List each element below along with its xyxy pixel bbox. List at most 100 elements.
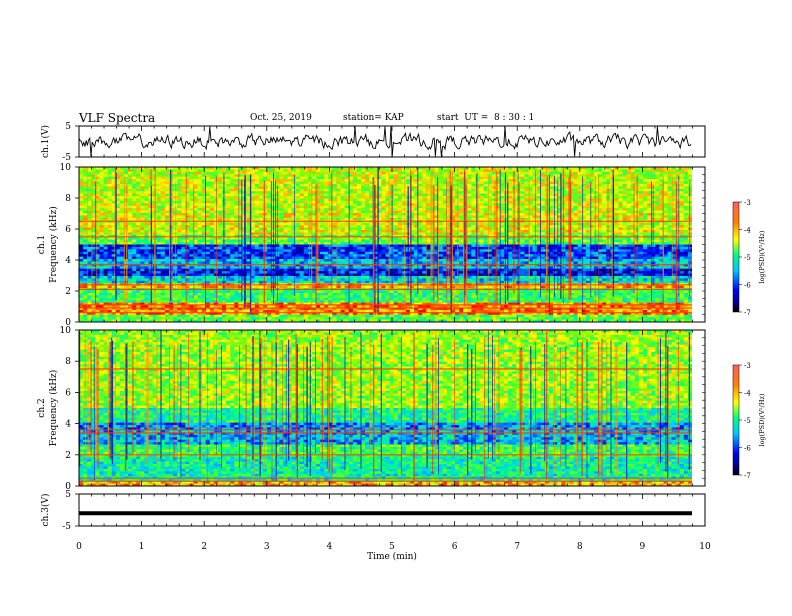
spectrogram-cell bbox=[532, 242, 538, 245]
spectrogram-cell bbox=[577, 186, 583, 190]
spectrogram-cell bbox=[528, 225, 534, 228]
spectrogram-cell bbox=[107, 246, 113, 250]
spectrogram-cell bbox=[638, 242, 644, 245]
spectrogram-cell bbox=[671, 244, 677, 248]
spectrogram-cell bbox=[630, 234, 636, 238]
spectrogram-cell bbox=[683, 186, 689, 190]
spectrogram-cell bbox=[262, 179, 268, 182]
spectrogram-cell bbox=[532, 179, 538, 182]
spectrogram-cell bbox=[360, 234, 366, 238]
spectrogram-cell bbox=[213, 171, 219, 175]
spectrogram-cell bbox=[606, 183, 611, 187]
spectrogram-cell bbox=[156, 246, 162, 250]
spectrogram-cell bbox=[593, 244, 599, 248]
spectrogram-cell bbox=[242, 167, 247, 170]
spectrogram-cell bbox=[160, 222, 166, 226]
spectrogram-cell bbox=[446, 244, 452, 248]
spectrogram-cell bbox=[250, 191, 256, 194]
spectrogram-cell bbox=[348, 174, 354, 177]
spectrogram-cell bbox=[446, 232, 452, 236]
spectrogram-cell bbox=[238, 239, 243, 243]
spectrogram-cell bbox=[528, 210, 534, 214]
spectrogram-cell bbox=[671, 239, 677, 243]
spectrogram-cell bbox=[655, 213, 660, 216]
spectrogram-cell bbox=[659, 171, 664, 175]
spectrogram-cell bbox=[119, 234, 125, 238]
spectrogram-cell bbox=[589, 188, 595, 192]
spectrogram-cell bbox=[181, 171, 186, 175]
spectrogram-cell bbox=[356, 213, 362, 216]
spectrogram-cell bbox=[205, 196, 211, 199]
spectrogram-cell bbox=[316, 171, 321, 175]
spectrogram-cell bbox=[471, 210, 476, 214]
spectrogram-cell bbox=[132, 181, 137, 185]
spectrogram-cell bbox=[201, 244, 207, 248]
spectrogram-cell bbox=[557, 203, 562, 207]
spectrogram-cell bbox=[438, 229, 444, 233]
spectrogram-cell bbox=[410, 208, 415, 211]
spectrogram-cell bbox=[311, 227, 317, 231]
spectrogram-cell bbox=[573, 234, 578, 238]
spectrogram-cell bbox=[495, 229, 501, 233]
spectrogram-cell bbox=[418, 213, 423, 216]
spectrogram-cell bbox=[197, 176, 202, 180]
spectrogram-cell bbox=[365, 171, 370, 175]
spectrogram-cell bbox=[446, 200, 452, 204]
spectrogram-cell bbox=[230, 232, 235, 236]
spectrogram-cell bbox=[197, 179, 202, 182]
spectrogram-cell bbox=[160, 217, 166, 221]
spectrogram-cell bbox=[479, 174, 484, 177]
spectrogram-cell bbox=[659, 176, 664, 180]
spectrogram-cell bbox=[316, 167, 321, 170]
spectrogram-cell bbox=[99, 234, 104, 238]
spectrogram-cell bbox=[663, 237, 668, 240]
spectrogram-cell bbox=[95, 196, 100, 199]
spectrogram-cell bbox=[393, 203, 399, 207]
spectrogram-cell bbox=[107, 208, 113, 211]
spectrogram-cell bbox=[459, 174, 464, 177]
spectrogram-cell bbox=[606, 208, 611, 211]
spectrogram-cell bbox=[602, 217, 607, 221]
spectrogram-cell bbox=[283, 205, 288, 209]
spectrogram-cell bbox=[348, 186, 354, 190]
spectrogram-cell bbox=[91, 188, 96, 192]
spectrogram-cell bbox=[393, 196, 399, 199]
spectrogram-cell bbox=[593, 198, 599, 202]
spectrogram-cell bbox=[467, 217, 472, 221]
spectrogram-cell bbox=[181, 203, 186, 207]
spectrogram-cell bbox=[266, 217, 272, 221]
spectrogram-cell bbox=[381, 188, 386, 192]
spectrogram-cell bbox=[663, 181, 668, 185]
spectrogram-cell bbox=[344, 179, 350, 182]
spectrogram-cell bbox=[136, 203, 141, 207]
spectrogram-cell bbox=[128, 229, 133, 233]
spectrogram-cell bbox=[557, 176, 562, 180]
spectrogram-cell bbox=[540, 242, 546, 245]
spectrogram-cell bbox=[401, 225, 407, 228]
spectrogram-cell bbox=[504, 225, 509, 228]
spectrogram-cell bbox=[524, 193, 529, 197]
spectrogram-cell bbox=[291, 242, 296, 245]
spectrogram-cell bbox=[177, 203, 182, 207]
spectrogram-cell bbox=[291, 193, 296, 197]
spectrogram-cell bbox=[667, 215, 672, 219]
spectrogram-cell bbox=[83, 203, 88, 207]
spectrogram-cell bbox=[528, 191, 534, 194]
spectrogram-cell bbox=[79, 227, 84, 231]
spectrogram-cell bbox=[132, 179, 137, 182]
spectrogram-cell bbox=[328, 186, 333, 190]
spectrogram-cell bbox=[679, 229, 685, 233]
spectrogram-ch1 bbox=[78, 167, 705, 323]
spectrogram-cell bbox=[573, 229, 578, 233]
spectrogram-cell bbox=[307, 186, 313, 190]
spectrogram-cell bbox=[320, 225, 325, 228]
spectrogram-cell bbox=[565, 227, 570, 231]
spectrogram-cell bbox=[479, 193, 484, 197]
spectrogram-cell bbox=[667, 234, 672, 238]
spectrogram-cell bbox=[430, 200, 435, 204]
spectrogram-cell bbox=[471, 203, 476, 207]
spectrogram-cell bbox=[606, 196, 611, 199]
spectrogram-cell bbox=[593, 196, 599, 199]
spectrogram-cell bbox=[344, 244, 350, 248]
spectrogram-cell bbox=[205, 181, 211, 185]
